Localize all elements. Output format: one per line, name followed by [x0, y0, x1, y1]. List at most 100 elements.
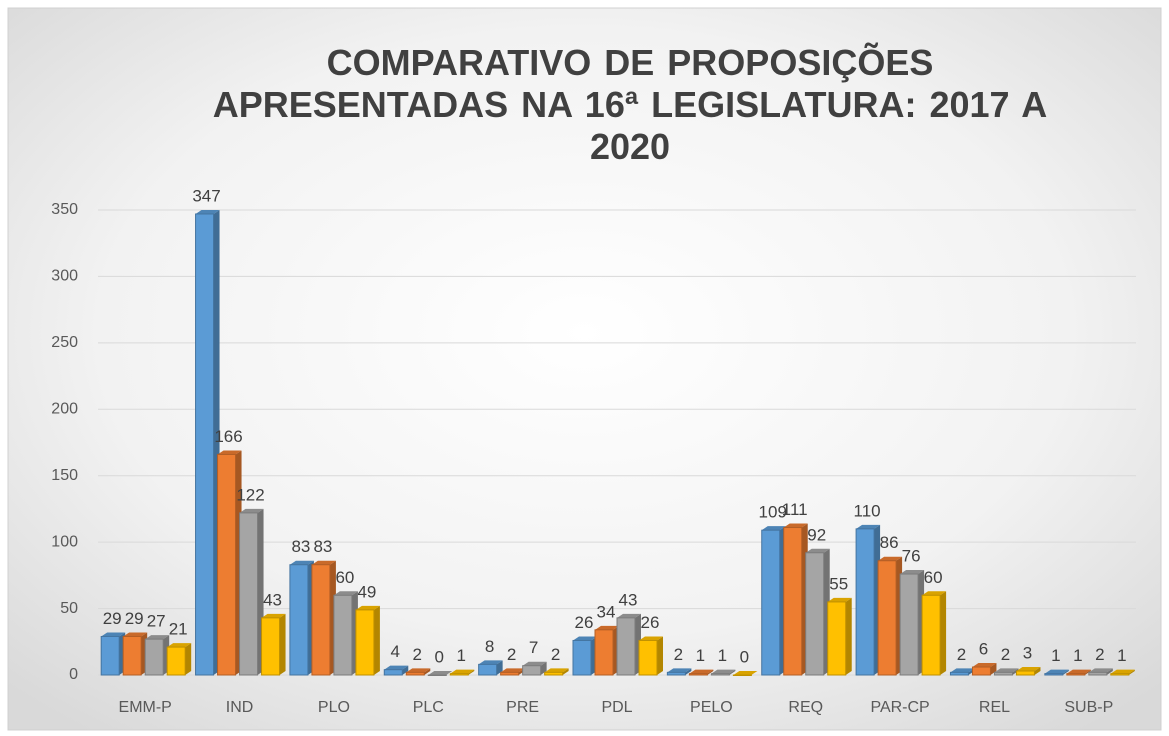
bar-top	[406, 668, 431, 673]
bar	[1066, 673, 1086, 676]
value-label: 111	[782, 500, 808, 519]
bar-top	[783, 523, 808, 528]
bar	[572, 639, 592, 676]
bar	[405, 671, 425, 676]
bar-side	[729, 669, 736, 675]
bar-side	[496, 660, 503, 675]
bar-top	[544, 668, 569, 673]
bar	[761, 529, 781, 676]
bar	[100, 635, 120, 676]
bar-side	[468, 669, 475, 675]
bar-top	[922, 591, 947, 596]
bar-top	[689, 669, 714, 674]
bar-top	[1110, 669, 1135, 674]
value-label: 110	[854, 501, 881, 520]
x-tick-label: PLO	[318, 699, 350, 716]
bar-top	[478, 660, 503, 665]
bar	[522, 665, 542, 676]
bar-top	[1044, 669, 1069, 674]
bar	[594, 629, 614, 676]
value-label: 2	[1001, 645, 1010, 664]
bar-side	[1034, 667, 1041, 675]
bar-top	[639, 636, 663, 641]
x-tick-label: PLC	[413, 699, 444, 716]
bar-side	[1012, 668, 1019, 675]
bar-side	[373, 605, 380, 675]
bar-side	[1128, 669, 1135, 675]
bar	[921, 594, 941, 676]
bar-side	[990, 663, 997, 675]
bar	[217, 453, 237, 676]
bar-top	[195, 209, 220, 214]
value-label: 7	[529, 638, 538, 657]
value-label: 83	[291, 537, 310, 556]
x-tick-label: REQ	[788, 699, 823, 716]
value-label: 1	[696, 646, 705, 665]
bar-side	[685, 668, 692, 675]
x-tick-label: REL	[979, 699, 1010, 716]
bar	[239, 512, 259, 676]
bar	[710, 673, 730, 676]
value-label: 43	[263, 590, 282, 609]
bar	[855, 528, 875, 676]
bar-side	[657, 636, 663, 675]
bar-side	[540, 661, 547, 675]
value-label: 26	[641, 613, 660, 632]
bar	[732, 674, 752, 676]
x-tick-label: EMM-P	[119, 699, 172, 716]
value-label: 29	[103, 609, 122, 628]
bar-top	[1088, 668, 1113, 673]
value-label: 27	[147, 612, 166, 631]
bar	[827, 601, 847, 676]
value-label: 60	[924, 568, 943, 587]
y-tick-label: 150	[51, 467, 78, 484]
bar-side	[940, 591, 947, 675]
bar-top	[311, 560, 336, 565]
bar	[122, 635, 142, 676]
bar-top	[950, 668, 975, 673]
bar-top	[733, 671, 758, 675]
bar-top	[805, 548, 830, 553]
bar-top	[994, 668, 1019, 673]
chart-title: COMPARATIVO DE PROPOSIÇÕES APRESENTADAS …	[212, 42, 1048, 167]
bar	[949, 671, 969, 676]
bar	[993, 671, 1013, 676]
y-tick-label: 300	[51, 268, 78, 285]
value-label: 4	[391, 642, 400, 661]
value-label: 86	[880, 533, 899, 552]
value-label: 2	[507, 645, 516, 664]
bar	[1044, 673, 1064, 676]
bar	[500, 671, 520, 676]
y-tick-label: 250	[51, 334, 78, 351]
value-label: 60	[335, 568, 354, 587]
value-label: 2	[551, 645, 560, 664]
bar-top	[145, 635, 170, 640]
value-label: 1	[718, 646, 727, 665]
value-label: 49	[357, 582, 376, 601]
bar-top	[711, 669, 736, 674]
bar	[383, 669, 403, 676]
value-label: 347	[192, 186, 220, 205]
bar-side	[402, 665, 409, 675]
value-label: 109	[759, 503, 787, 522]
bar-top	[101, 632, 126, 637]
y-tick-label: 0	[69, 666, 78, 683]
bar-top	[1016, 667, 1041, 672]
value-label: 1	[1117, 646, 1126, 665]
bar	[638, 639, 658, 676]
bar	[427, 674, 447, 676]
value-label: 166	[214, 427, 242, 446]
value-label: 0	[435, 647, 444, 666]
bar	[616, 617, 636, 676]
value-label: 55	[829, 574, 848, 593]
bar-top	[878, 556, 903, 561]
bar-top	[261, 613, 286, 618]
bar-side	[1062, 669, 1069, 675]
value-label: 1	[457, 646, 466, 665]
value-label: 21	[169, 620, 188, 639]
bar-top	[123, 632, 148, 637]
y-tick-label: 50	[60, 600, 78, 617]
bar-top	[384, 665, 409, 670]
x-tick-label: IND	[226, 699, 254, 716]
